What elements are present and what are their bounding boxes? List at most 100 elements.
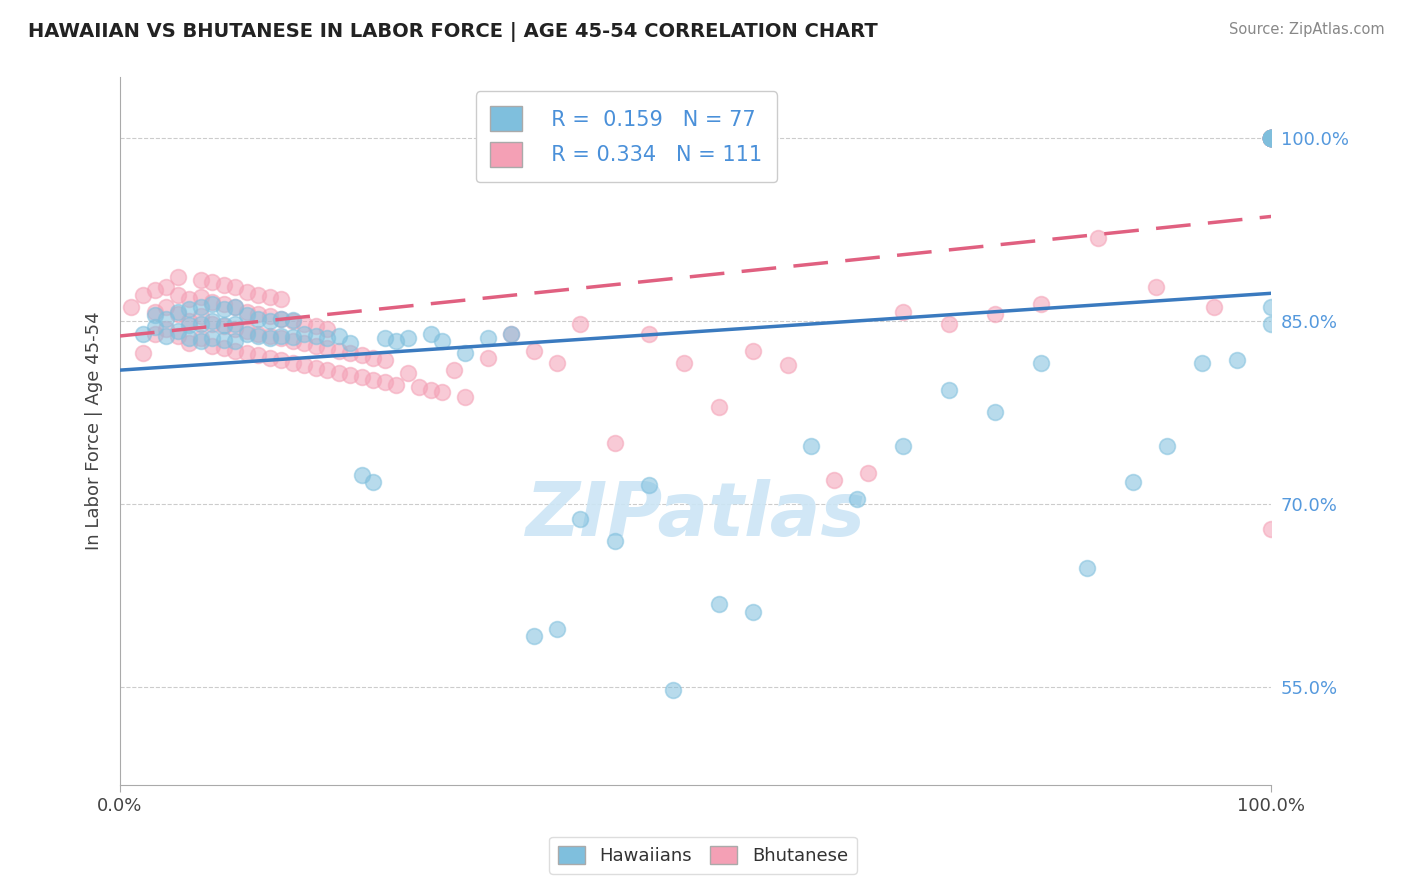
Point <box>432 334 454 348</box>
Point <box>432 385 454 400</box>
Point <box>1156 439 1178 453</box>
Point <box>235 326 257 341</box>
Point <box>546 356 568 370</box>
Point <box>1260 131 1282 145</box>
Point <box>224 280 246 294</box>
Point <box>224 334 246 348</box>
Point <box>305 339 328 353</box>
Point <box>305 360 328 375</box>
Point <box>224 321 246 335</box>
Point <box>1191 356 1213 370</box>
Point <box>374 376 396 390</box>
Point <box>1260 131 1282 145</box>
Point <box>224 317 246 331</box>
Point <box>1260 131 1282 145</box>
Point <box>235 324 257 338</box>
Point <box>339 368 361 382</box>
Point <box>1260 131 1282 145</box>
Point <box>270 312 292 326</box>
Point <box>1260 300 1282 314</box>
Point <box>569 317 592 331</box>
Point <box>1260 131 1282 145</box>
Point <box>247 312 270 326</box>
Point <box>177 314 200 328</box>
Point <box>1260 131 1282 145</box>
Point <box>477 351 499 365</box>
Point <box>454 390 477 404</box>
Point <box>143 283 166 297</box>
Point <box>984 404 1007 418</box>
Text: Source: ZipAtlas.com: Source: ZipAtlas.com <box>1229 22 1385 37</box>
Point <box>190 317 212 331</box>
Point <box>270 331 292 345</box>
Point <box>166 329 188 343</box>
Point <box>270 312 292 326</box>
Point <box>673 356 696 370</box>
Point <box>224 300 246 314</box>
Point <box>201 331 224 345</box>
Point <box>259 329 281 343</box>
Point <box>201 317 224 331</box>
Point <box>396 366 419 380</box>
Point <box>523 343 546 358</box>
Point <box>224 343 246 358</box>
Point <box>177 302 200 317</box>
Point <box>1260 131 1282 145</box>
Point <box>776 358 799 372</box>
Point <box>281 330 304 344</box>
Point <box>132 287 155 301</box>
Point <box>984 307 1007 321</box>
Point <box>1260 317 1282 331</box>
Point <box>856 466 879 480</box>
Point <box>408 380 430 394</box>
Point <box>1260 131 1282 145</box>
Point <box>212 302 235 317</box>
Point <box>292 358 315 372</box>
Point <box>201 294 224 309</box>
Point <box>177 318 200 332</box>
Point <box>350 370 373 384</box>
Point <box>603 436 626 450</box>
Point <box>132 326 155 341</box>
Point <box>177 336 200 351</box>
Point <box>166 304 188 318</box>
Point <box>374 353 396 368</box>
Point <box>350 349 373 363</box>
Point <box>361 373 384 387</box>
Point <box>247 287 270 301</box>
Point <box>270 329 292 343</box>
Point <box>454 346 477 360</box>
Point <box>823 473 845 487</box>
Point <box>546 622 568 636</box>
Point <box>1029 297 1052 311</box>
Point <box>1260 131 1282 145</box>
Point <box>270 293 292 307</box>
Point <box>190 310 212 324</box>
Point <box>1122 475 1144 490</box>
Point <box>305 329 328 343</box>
Point <box>938 383 960 397</box>
Point <box>742 343 765 358</box>
Point <box>259 331 281 345</box>
Point <box>385 334 408 348</box>
Point <box>1260 131 1282 145</box>
Point <box>281 334 304 348</box>
Point <box>281 314 304 328</box>
Point <box>1260 131 1282 145</box>
Point <box>1260 131 1282 145</box>
Point <box>316 321 339 335</box>
Point <box>292 336 315 351</box>
Point <box>477 331 499 345</box>
Point <box>270 353 292 368</box>
Point <box>132 346 155 360</box>
Point <box>1260 131 1282 145</box>
Point <box>247 307 270 321</box>
Point <box>374 331 396 345</box>
Point <box>259 351 281 365</box>
Point <box>166 307 188 321</box>
Point <box>443 363 465 377</box>
Point <box>1260 131 1282 145</box>
Point <box>292 317 315 331</box>
Point <box>350 468 373 483</box>
Point <box>201 297 224 311</box>
